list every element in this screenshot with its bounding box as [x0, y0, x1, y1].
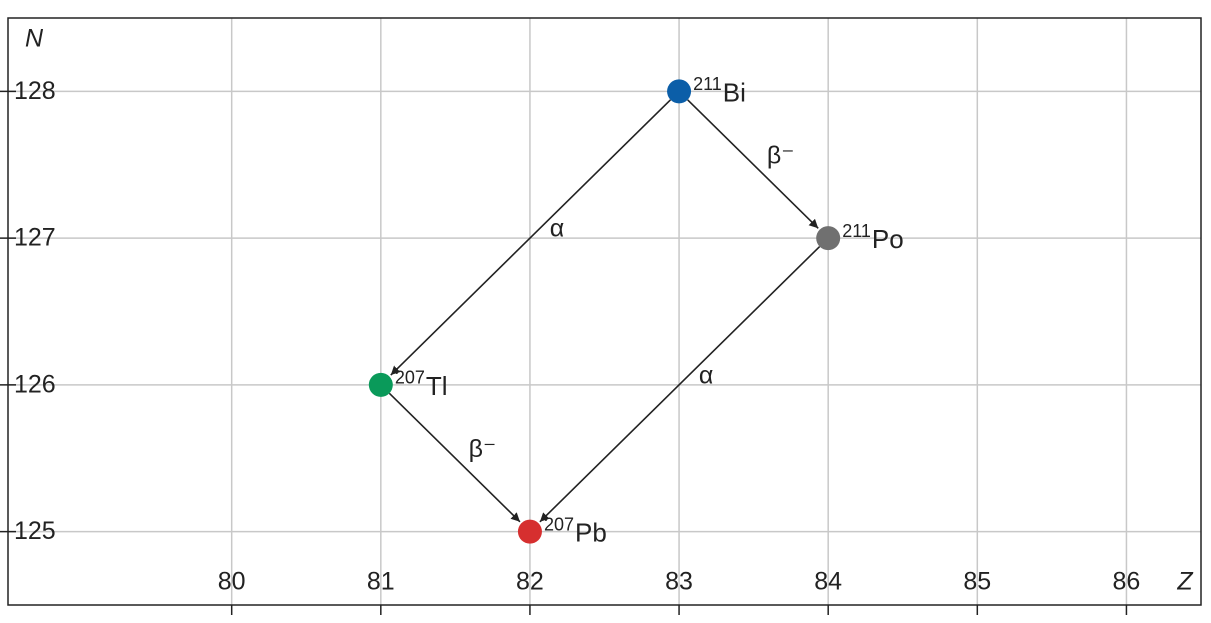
y-tick-label: 125 — [14, 517, 56, 545]
nuclide-mass: 211 — [693, 74, 722, 94]
x-tick-label: 83 — [665, 568, 693, 596]
x-axis-label: Z — [1176, 568, 1193, 596]
nuclide-mass: 207 — [395, 368, 425, 388]
nuclide-point — [816, 226, 841, 251]
decay-label: β⁻ — [767, 141, 795, 169]
nuclide-point — [517, 519, 542, 544]
y-axis-label: N — [25, 25, 44, 53]
y-tick-label: 126 — [14, 370, 56, 398]
y-tick-label: 127 — [14, 224, 56, 252]
x-tick-label: 84 — [814, 568, 842, 596]
decay-label: α — [550, 215, 564, 243]
nuclide-mass: 207 — [544, 514, 574, 534]
x-tick-label: 82 — [516, 568, 544, 596]
nuclide-symbol: Bi — [723, 77, 746, 107]
decay-arrow — [388, 392, 521, 523]
decay-label: α — [699, 361, 713, 389]
x-tick-label: 86 — [1113, 568, 1141, 596]
nuclide-point — [368, 372, 393, 397]
decay-label: β⁻ — [469, 435, 497, 463]
nuclide-point — [667, 79, 692, 104]
nuclide-symbol: Po — [872, 224, 904, 254]
y-tick-label: 128 — [14, 77, 56, 105]
x-tick-label: 80 — [218, 568, 246, 596]
plot-frame — [7, 17, 1202, 606]
nuclide-symbol: Pb — [575, 518, 607, 548]
nuclide-mass: 211 — [842, 221, 871, 241]
decay-arrow — [687, 99, 819, 229]
nuclide-symbol: Tl — [426, 371, 448, 401]
decay-arrow — [390, 99, 672, 376]
x-tick-label: 85 — [963, 568, 991, 596]
x-tick-label: 81 — [367, 568, 395, 596]
decay-arrow — [539, 245, 821, 523]
